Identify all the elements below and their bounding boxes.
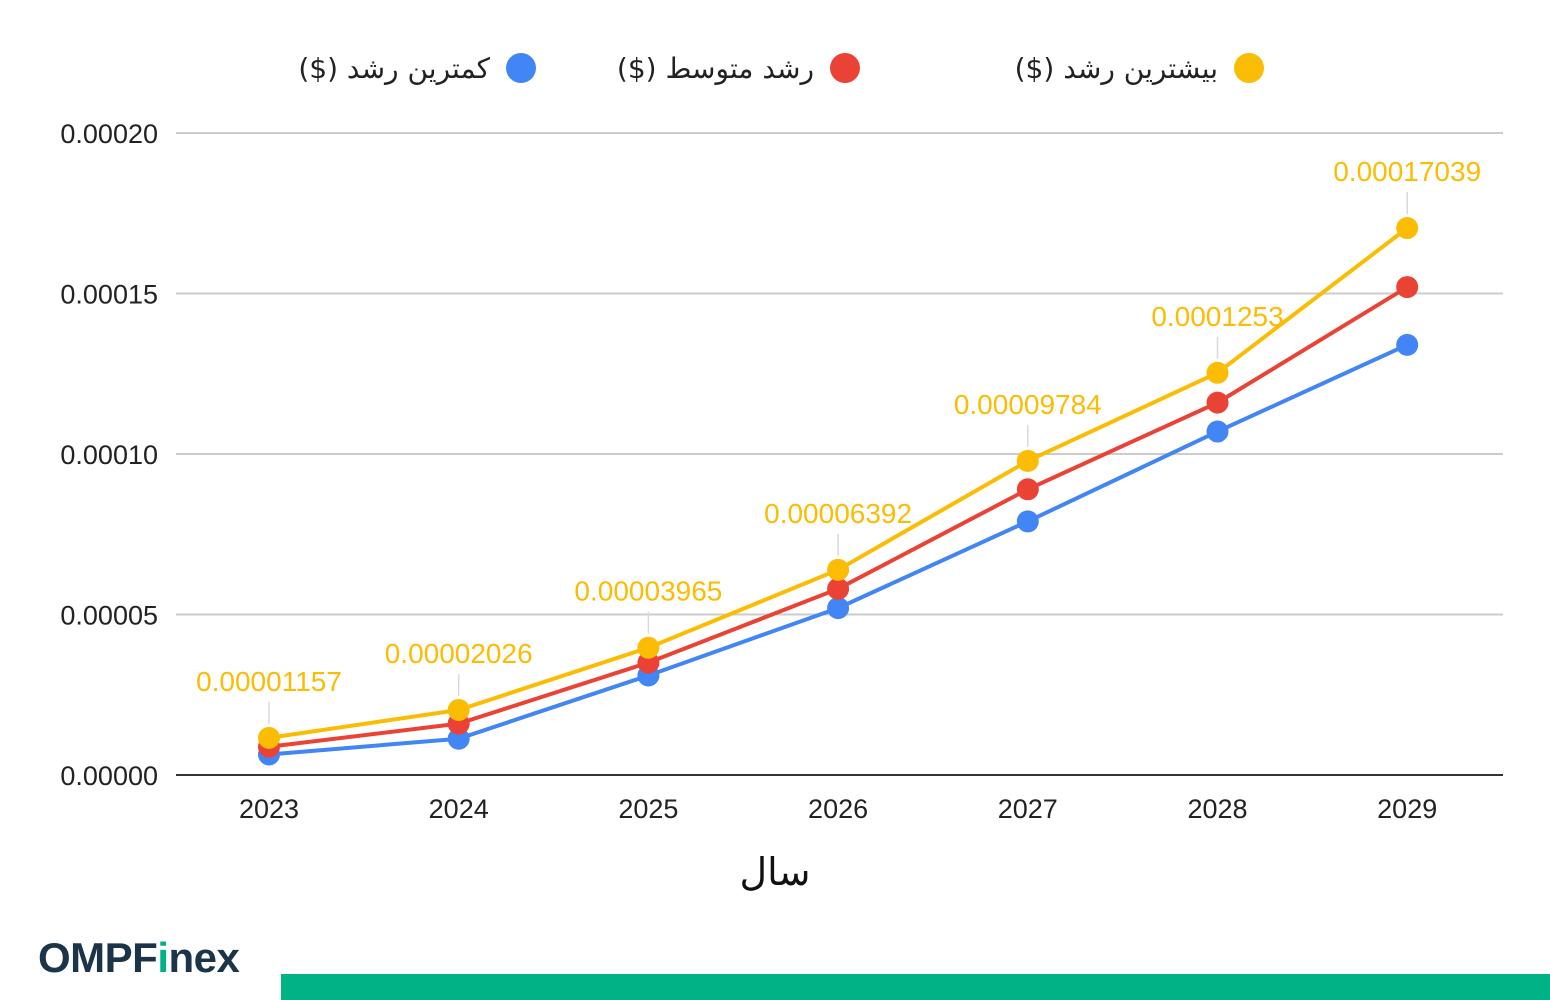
y-tick-label: 0.00020 bbox=[60, 119, 158, 149]
data-label: 0.0001253 bbox=[1151, 301, 1283, 332]
chart-legend: کمترین رشد ($) رشد متوسط ($) بیشترین رشد… bbox=[0, 46, 1550, 90]
data-label: 0.00002026 bbox=[385, 638, 533, 669]
y-tick-label: 0.00000 bbox=[60, 761, 158, 791]
x-tick-label: 2028 bbox=[1187, 794, 1247, 824]
legend-label-min-growth: کمترین رشد ($) bbox=[298, 51, 490, 85]
data-point-series-2 bbox=[637, 636, 660, 659]
data-point-series-2 bbox=[1396, 217, 1419, 240]
brand-prefix: OMPF bbox=[38, 934, 158, 981]
y-tick-label: 0.00010 bbox=[60, 440, 158, 470]
legend-marker-min-growth bbox=[506, 53, 536, 83]
x-tick-label: 2024 bbox=[429, 794, 489, 824]
data-point-series-0 bbox=[447, 727, 470, 750]
x-tick-label: 2023 bbox=[239, 794, 299, 824]
data-point-series-2 bbox=[827, 558, 850, 581]
x-tick-label: 2027 bbox=[998, 794, 1058, 824]
legend-item-max-growth: بیشترین رشد ($) bbox=[1015, 46, 1264, 90]
footer-accent-bar bbox=[281, 974, 1550, 1000]
data-point-series-1 bbox=[1016, 478, 1039, 501]
x-axis-title: سال bbox=[739, 850, 811, 894]
data-point-series-2 bbox=[1016, 449, 1039, 472]
data-point-series-2 bbox=[1206, 361, 1229, 384]
y-tick-label: 0.00005 bbox=[60, 601, 158, 631]
data-label: 0.00006392 bbox=[764, 498, 912, 529]
legend-label-avg-growth: رشد متوسط ($) bbox=[616, 51, 814, 85]
data-label: 0.00003965 bbox=[574, 576, 722, 607]
data-point-series-1 bbox=[1206, 391, 1229, 414]
legend-label-max-growth: بیشترین رشد ($) bbox=[1014, 51, 1218, 85]
data-label: 0.00017039 bbox=[1333, 156, 1481, 187]
data-label: 0.00009784 bbox=[954, 389, 1102, 420]
data-point-series-2 bbox=[258, 726, 280, 749]
data-point-series-1 bbox=[1396, 276, 1419, 299]
x-tick-label: 2026 bbox=[808, 794, 868, 824]
data-point-series-0 bbox=[1016, 510, 1039, 533]
brand-suffix: nex bbox=[168, 934, 240, 981]
x-tick-label: 2025 bbox=[618, 794, 678, 824]
data-point-series-0 bbox=[827, 597, 850, 620]
y-tick-label: 0.00015 bbox=[60, 280, 158, 310]
legend-marker-max-growth bbox=[1234, 53, 1264, 83]
legend-item-avg-growth: رشد متوسط ($) bbox=[617, 46, 860, 90]
legend-marker-avg-growth bbox=[830, 53, 860, 83]
data-point-series-2 bbox=[447, 698, 470, 721]
brand-accent: i bbox=[157, 934, 169, 981]
data-point-series-0 bbox=[1206, 420, 1229, 443]
data-point-series-0 bbox=[1396, 333, 1419, 356]
data-label: 0.00001157 bbox=[196, 666, 342, 697]
brand-logo: OMPFinex bbox=[38, 934, 240, 982]
x-tick-label: 2029 bbox=[1377, 794, 1437, 824]
legend-item-min-growth: کمترین رشد ($) bbox=[298, 46, 536, 90]
data-point-series-1 bbox=[827, 577, 850, 600]
